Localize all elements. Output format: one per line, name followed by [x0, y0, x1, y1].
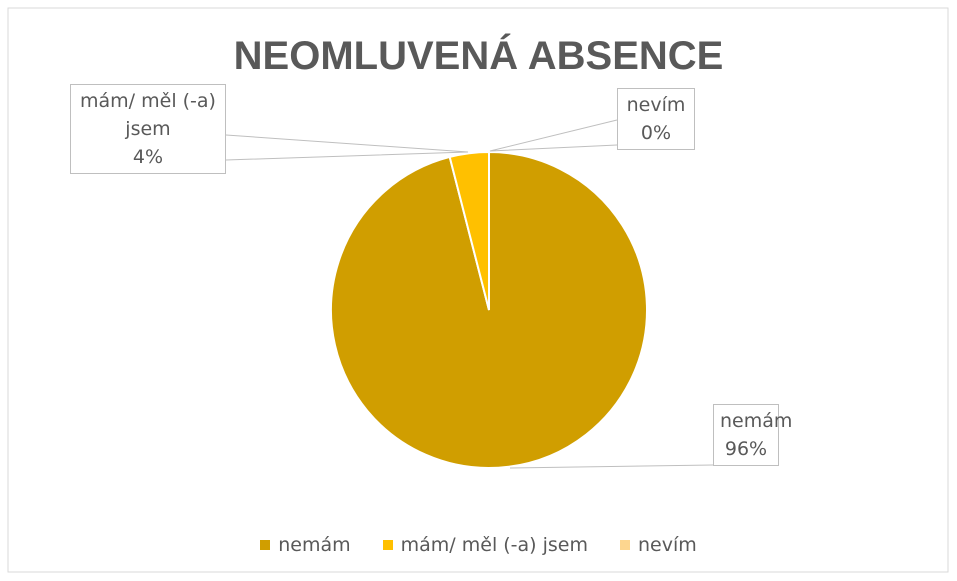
- leader-line: [489, 119, 618, 152]
- chart-title: NEOMLUVENÁ ABSENCE: [233, 34, 724, 78]
- leader-line: [225, 134, 469, 161]
- legend: nemám mám/ měl (-a) jsem nevím: [0, 534, 957, 556]
- data-label-name: mám/ měl (-a) jsem: [80, 90, 216, 140]
- data-label-value: 96%: [724, 438, 768, 460]
- legend-item: nevím: [620, 534, 697, 556]
- leader-line: [509, 464, 714, 469]
- chart-border: [7, 7, 949, 573]
- legend-item: nemám: [260, 534, 351, 556]
- legend-swatch: [382, 540, 393, 550]
- data-label: mám/ měl (-a) jsem 4%: [70, 84, 226, 174]
- data-label-name: nemám: [720, 410, 793, 432]
- legend-swatch: [620, 540, 630, 550]
- legend-label: nevím: [638, 534, 697, 556]
- data-label: nevím 0%: [617, 88, 695, 150]
- legend-label: mám/ měl (-a) jsem: [400, 534, 588, 556]
- legend-label: nemám: [278, 534, 351, 556]
- data-label-value: 4%: [132, 146, 164, 168]
- data-label-value: 0%: [640, 122, 672, 144]
- data-label: nemám 96%: [713, 404, 793, 466]
- data-label-name: nevím: [626, 94, 686, 116]
- legend-swatch: [260, 540, 271, 550]
- legend-item: mám/ měl (-a) jsem: [382, 534, 588, 556]
